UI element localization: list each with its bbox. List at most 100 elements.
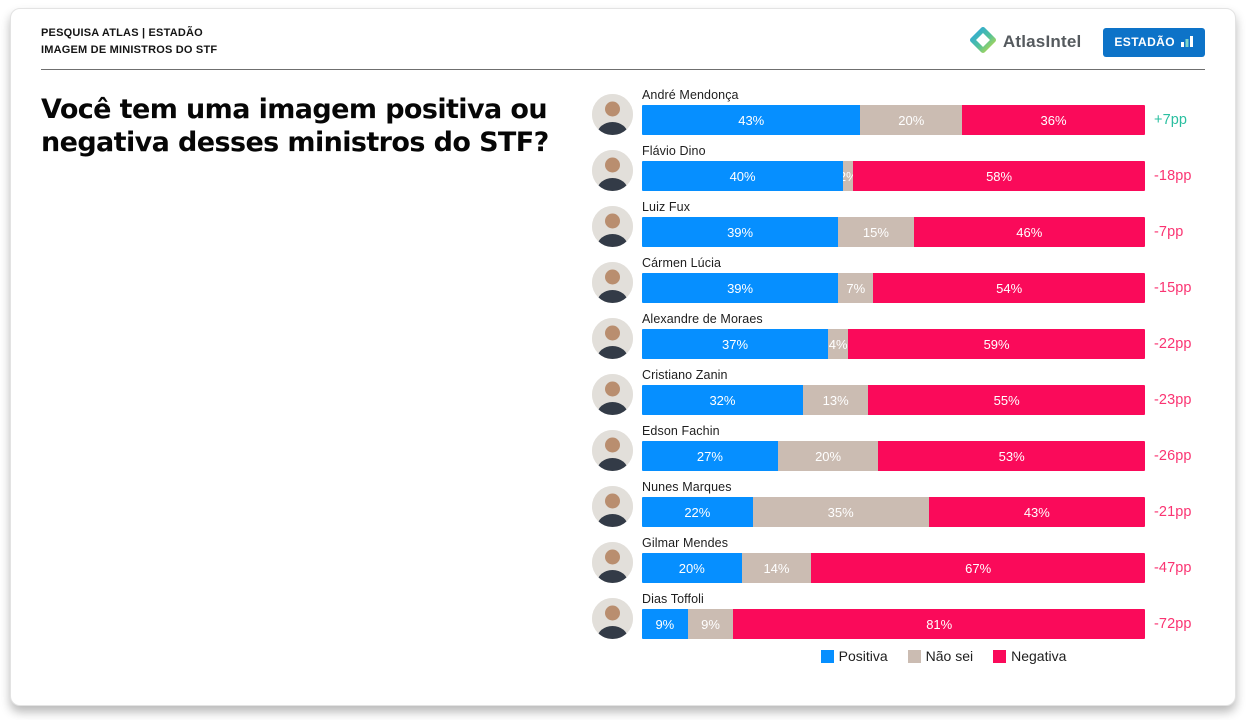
stacked-bar: 32% 13% 55% (642, 385, 1145, 416)
delta-label: -23pp (1154, 392, 1192, 409)
person-silhouette-icon (592, 542, 633, 584)
stacked-bar: 27% 20% 53% (642, 441, 1145, 472)
minister-row: André Mendonça 43% 20% 36% +7pp (592, 88, 1205, 136)
segment-nao-sei: 20% (777, 441, 879, 472)
person-silhouette-icon (592, 262, 633, 304)
stacked-bar: 37% 4% 59% (642, 329, 1145, 360)
segment-nao-sei: 15% (838, 217, 914, 248)
report-card: PESQUISA ATLAS | ESTADÃO IMAGEM DE MINIS… (10, 8, 1236, 706)
minister-name: Alexandre de Moraes (642, 312, 763, 327)
minister-row: Alexandre de Moraes 37% 4% 59% -22pp (592, 312, 1205, 360)
legend-item: Positiva (820, 648, 888, 665)
segment-positiva: 39% (642, 273, 839, 304)
person-silhouette-icon (592, 94, 633, 136)
minister-row: Luiz Fux 39% 15% 46% -7pp (592, 200, 1205, 248)
legend-item: Não sei (907, 648, 974, 665)
minister-name: Dias Toffoli (642, 592, 704, 607)
segment-positiva: 32% (642, 385, 803, 416)
logos: AtlasIntel ESTADÃO (969, 26, 1205, 58)
estadao-logo-text: ESTADÃO (1114, 35, 1175, 50)
segment-positiva: 22% (642, 497, 753, 528)
legend-label: Negativa (1011, 648, 1067, 665)
minister-row: Edson Fachin 27% 20% 53% -26pp (592, 424, 1205, 472)
stacked-bar: 9% 9% 81% (642, 609, 1145, 640)
main-content: Você tem uma imagem positiva ou negativa… (11, 70, 1235, 664)
minister-name: André Mendonça (642, 88, 739, 103)
minister-photo (592, 150, 633, 192)
delta-label: -26pp (1154, 448, 1192, 465)
stacked-bar: 43% 20% 36% (642, 105, 1145, 136)
person-silhouette-icon (592, 374, 633, 416)
person-silhouette-icon (592, 318, 633, 360)
delta-label: -7pp (1154, 224, 1184, 241)
person-silhouette-icon (592, 486, 633, 528)
chart-rows: André Mendonça 43% 20% 36% +7pp Flávio D… (592, 88, 1205, 640)
segment-positiva: 9% (642, 609, 688, 640)
minister-name: Flávio Dino (642, 144, 706, 159)
legend-label: Não sei (925, 648, 974, 665)
legend-swatch (907, 649, 921, 663)
minister-name: Nunes Marques (642, 480, 732, 495)
segment-nao-sei: 7% (838, 273, 874, 304)
minister-name: Gilmar Mendes (642, 536, 729, 551)
minister-name: Edson Fachin (642, 424, 720, 439)
stacked-bar: 22% 35% 43% (642, 497, 1145, 528)
delta-label: -18pp (1154, 168, 1192, 185)
segment-positiva: 39% (642, 217, 839, 248)
delta-label: +7pp (1154, 112, 1188, 129)
delta-label: -72pp (1154, 616, 1192, 633)
person-silhouette-icon (592, 150, 633, 192)
minister-row: Dias Toffoli 9% 9% 81% -72pp (592, 592, 1205, 640)
delta-label: -22pp (1154, 336, 1192, 353)
kicker-line-2: IMAGEM DE MINISTROS DO STF (41, 44, 218, 57)
segment-nao-sei: 4% (828, 329, 849, 360)
legend-swatch (993, 649, 1007, 663)
estadao-logo: ESTADÃO (1103, 27, 1205, 57)
segment-nao-sei: 2% (843, 161, 854, 192)
segment-negativa: 67% (811, 553, 1145, 584)
minister-photo (592, 542, 633, 584)
person-silhouette-icon (592, 430, 633, 472)
segment-nao-sei: 35% (752, 497, 929, 528)
segment-negativa: 43% (928, 497, 1145, 528)
header: PESQUISA ATLAS | ESTADÃO IMAGEM DE MINIS… (11, 9, 1235, 69)
minister-name: Cármen Lúcia (642, 256, 722, 271)
atlasintel-logo: AtlasIntel (969, 26, 1082, 58)
minister-photo (592, 206, 633, 248)
stacked-bar: 39% 7% 54% (642, 273, 1145, 304)
minister-row: Flávio Dino 40% 2% 58% -18pp (592, 144, 1205, 192)
stacked-bar: 40% 2% 58% (642, 161, 1145, 192)
header-kicker: PESQUISA ATLAS | ESTADÃO IMAGEM DE MINIS… (41, 25, 217, 59)
minister-row: Nunes Marques 22% 35% 43% -21pp (592, 480, 1205, 528)
segment-negativa: 59% (848, 329, 1145, 360)
legend-swatch (820, 649, 834, 663)
legend-item: Negativa (993, 648, 1066, 664)
segment-positiva: 20% (642, 553, 742, 584)
segment-positiva: 40% (642, 161, 844, 192)
stacked-bar-chart: André Mendonça 43% 20% 36% +7pp Flávio D… (586, 88, 1205, 664)
segment-negativa: 55% (868, 385, 1145, 416)
minister-name: Luiz Fux (642, 200, 691, 215)
stacked-bar: 39% 15% 46% (642, 217, 1145, 248)
segment-positiva: 43% (642, 105, 861, 136)
minister-photo (592, 94, 633, 136)
segment-negativa: 81% (733, 609, 1145, 640)
atlasintel-logo-text: AtlasIntel (1002, 32, 1082, 52)
segment-positiva: 27% (642, 441, 778, 472)
minister-row: Cristiano Zanin 32% 13% 55% -23pp (592, 368, 1205, 416)
segment-negativa: 46% (913, 217, 1145, 248)
chart-legend: Positiva Não sei Negativa (682, 648, 1205, 664)
delta-label: -21pp (1154, 504, 1192, 521)
segment-nao-sei: 9% (687, 609, 734, 640)
minister-row: Cármen Lúcia 39% 7% 54% -15pp (592, 256, 1205, 304)
segment-negativa: 36% (962, 105, 1145, 136)
minister-name: Cristiano Zanin (642, 368, 728, 383)
atlasintel-diamond-icon (969, 26, 996, 58)
legend-label: Positiva (838, 648, 888, 665)
stacked-bar: 20% 14% 67% (642, 553, 1145, 584)
person-silhouette-icon (592, 598, 633, 640)
kicker-line-1: PESQUISA ATLAS | ESTADÃO (41, 27, 203, 39)
segment-positiva: 37% (642, 329, 829, 360)
survey-question-title: Você tem uma imagem positiva ou negativa… (41, 94, 549, 159)
minister-photo (592, 486, 633, 528)
